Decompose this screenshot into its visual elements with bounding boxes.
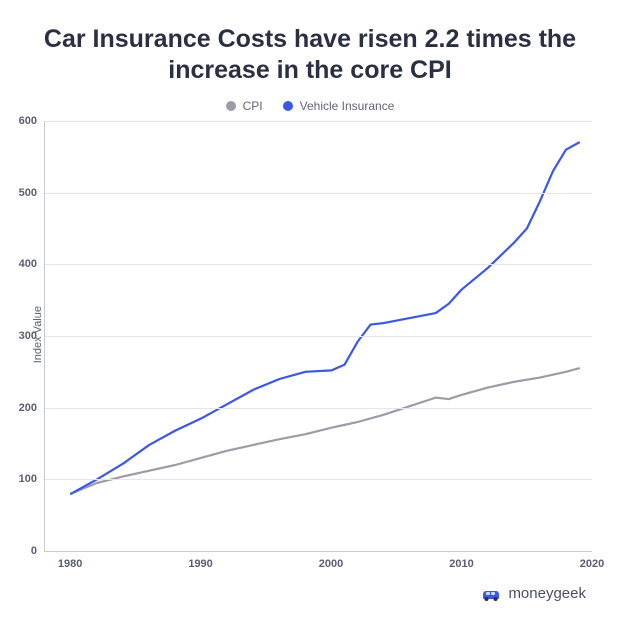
y-tick: 200 [19, 402, 37, 414]
y-tick: 600 [19, 115, 37, 127]
chart-title: Car Insurance Costs have risen 2.2 times… [28, 24, 592, 99]
x-tick: 2000 [319, 558, 343, 570]
x-tick: 1980 [58, 558, 82, 570]
series-cpi [71, 368, 579, 493]
legend-label-cpi: CPI [243, 99, 263, 113]
series-vehicle [71, 143, 579, 494]
legend-swatch-vehicle [283, 101, 293, 111]
legend-item-vehicle: Vehicle Insurance [283, 99, 395, 113]
x-axis: 19801990200020102020 [44, 551, 592, 579]
grid-line [45, 121, 592, 122]
y-tick: 500 [19, 187, 37, 199]
x-tick: 1990 [188, 558, 212, 570]
legend-label-vehicle: Vehicle Insurance [300, 99, 395, 113]
legend-item-cpi: CPI [226, 99, 263, 113]
plot-region: 0100200300400500600 [44, 121, 592, 551]
x-tick: 2020 [580, 558, 604, 570]
grid-line [45, 408, 592, 409]
brand-logo: moneygeek [28, 579, 592, 602]
x-tick: 2010 [449, 558, 473, 570]
chart-area: Index Value 0100200300400500600 19801990… [28, 121, 592, 579]
car-icon [480, 586, 502, 602]
y-tick: 100 [19, 473, 37, 485]
grid-line [45, 336, 592, 337]
grid-line [45, 479, 592, 480]
legend-swatch-cpi [226, 101, 236, 111]
y-tick: 0 [31, 545, 37, 557]
legend: CPI Vehicle Insurance [28, 99, 592, 113]
y-tick: 400 [19, 258, 37, 270]
y-tick: 300 [19, 330, 37, 342]
grid-line [45, 193, 592, 194]
grid-line [45, 264, 592, 265]
brand-name: moneygeek [508, 585, 586, 602]
